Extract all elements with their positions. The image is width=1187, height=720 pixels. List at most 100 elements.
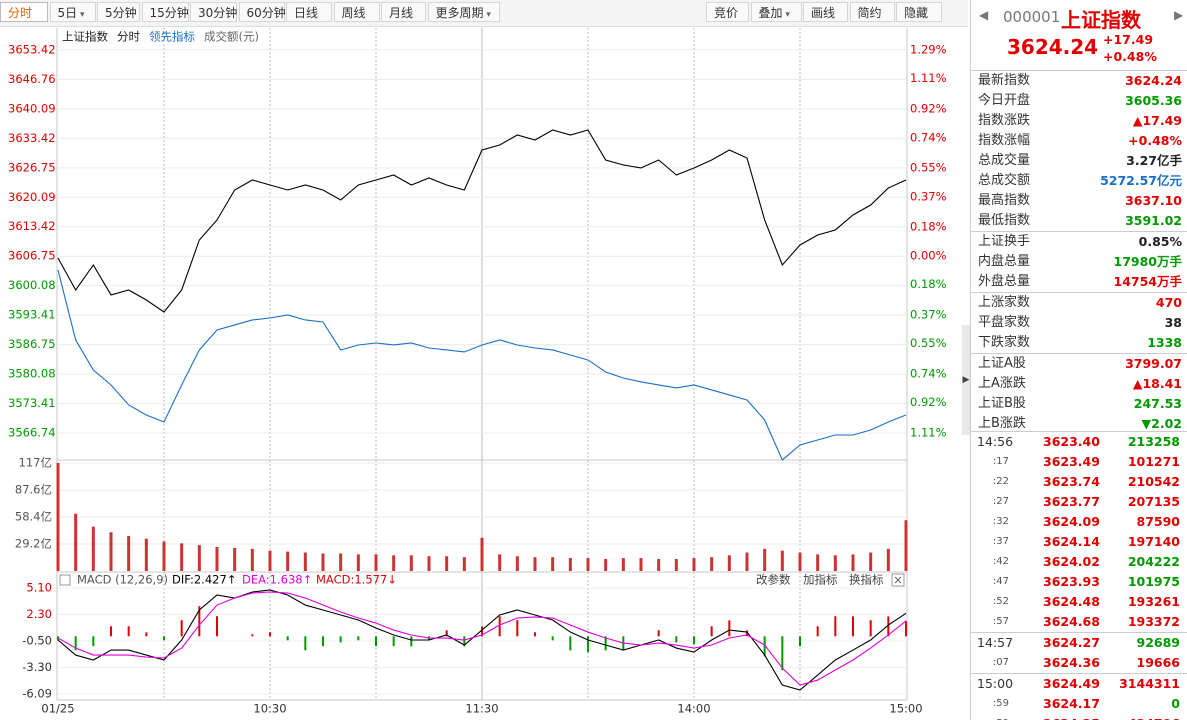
- volume-bar: [763, 548, 767, 571]
- prev-arrow[interactable]: ◀: [979, 8, 989, 22]
- macd-action[interactable]: 加指标: [803, 573, 838, 587]
- trade-row: :22 3623.74 210542: [971, 472, 1187, 492]
- pct-tick-label: 0.00%: [910, 248, 947, 262]
- toolbar-button[interactable]: 画线: [803, 2, 848, 22]
- next-arrow[interactable]: ▶: [1174, 8, 1184, 22]
- volume-bar: [374, 554, 378, 571]
- macd-tick-label: -6.09: [22, 687, 52, 701]
- price-tick-label: 3620.09: [8, 190, 56, 204]
- collapse-handle[interactable]: ▶: [962, 325, 970, 435]
- volume-bar: [356, 554, 360, 571]
- volume-bar: [480, 537, 484, 571]
- trade-price: 3624.17: [1043, 696, 1100, 711]
- toolbar-button[interactable]: 简约: [849, 2, 895, 22]
- separator: [971, 231, 1187, 232]
- pct-tick-label: 0.55%: [910, 161, 947, 175]
- volume-bar: [109, 532, 113, 571]
- stat-value: 3591.02: [1125, 213, 1182, 228]
- stat-value: 5272.57亿元: [1100, 173, 1182, 188]
- toolbar-button[interactable]: 月线: [381, 2, 426, 22]
- separator: [971, 353, 1187, 354]
- volume-bar: [692, 558, 696, 571]
- macd-tick-label: 5.10: [26, 581, 52, 595]
- stat-value: 0.85%: [1138, 234, 1182, 249]
- toolbar-button[interactable]: 分时: [0, 2, 48, 22]
- trade-time: 14:57: [977, 635, 1014, 650]
- volume-bar: [409, 555, 413, 571]
- stat-value: 3799.07: [1125, 356, 1182, 371]
- toolbar-button[interactable]: 竞价: [706, 2, 749, 22]
- toolbar-button[interactable]: 5日: [49, 2, 96, 22]
- volume-bar: [321, 553, 325, 571]
- stat-label: 上证A股: [978, 356, 1026, 371]
- stat-value: 3624.24: [1125, 73, 1182, 88]
- stat-row: 上证换手 0.85%: [971, 232, 1187, 252]
- volume-tick-label: 87.6亿: [15, 483, 52, 497]
- volume-tick-label: 29.2亿: [15, 537, 52, 551]
- price-tick-label: 3593.41: [8, 308, 56, 322]
- volume-bar: [268, 550, 272, 571]
- volume-bar: [551, 557, 555, 571]
- stat-row: 上涨家数 470: [971, 293, 1187, 313]
- stat-value: ▲17.49: [1132, 113, 1182, 128]
- pct-tick-label: 1.11%: [910, 426, 947, 440]
- stat-label: 上涨家数: [978, 295, 1031, 310]
- dea-label: DEA:1.638↑: [242, 573, 312, 587]
- toolbar-button[interactable]: 日线: [286, 2, 332, 22]
- legend-item: 成交额(元): [204, 30, 259, 44]
- toolbar-button[interactable]: 隐藏: [896, 2, 942, 22]
- stat-label: 今日开盘: [978, 93, 1031, 108]
- stat-value: ▼2.02: [1141, 416, 1182, 431]
- price-line: [57, 129, 907, 313]
- macd-action[interactable]: 换指标: [849, 573, 884, 587]
- stat-label: 外盘总量: [978, 274, 1031, 289]
- toolbar-button[interactable]: 周线: [333, 2, 380, 22]
- trade-price: 3624.14: [1043, 534, 1100, 549]
- pct-tick-label: 0.18%: [910, 220, 947, 234]
- stat-label: 内盘总量: [978, 254, 1031, 269]
- trade-volume: 0: [1171, 696, 1180, 711]
- toolbar-button[interactable]: 15分钟: [141, 2, 189, 22]
- toolbar-button[interactable]: 5分钟: [97, 2, 140, 22]
- time-label: 01/25: [41, 702, 74, 716]
- pct-tick-label: 1.29%: [910, 43, 947, 57]
- volume-bar: [869, 552, 873, 571]
- volume-bar: [144, 538, 148, 571]
- toolbar-button[interactable]: 60分钟: [238, 2, 286, 22]
- price-tick-label: 3653.42: [8, 43, 56, 57]
- macd-action[interactable]: 改参数: [756, 573, 791, 587]
- trade-time: 14:56: [977, 434, 1014, 449]
- stat-value: 247.53: [1133, 396, 1182, 411]
- volume-tick-label: 117亿: [19, 456, 52, 470]
- volume-bar: [286, 551, 290, 571]
- volume-bar: [568, 558, 572, 571]
- pct-tick-label: 0.74%: [910, 366, 947, 380]
- toolbar-button[interactable]: 30分钟: [190, 2, 237, 22]
- trade-price: 3623.49: [1043, 454, 1100, 469]
- toolbar-button[interactable]: 叠加: [750, 2, 802, 22]
- stat-label: 上B涨跌: [978, 416, 1026, 431]
- volume-bar: [710, 557, 714, 571]
- trade-row: :17 3623.49 101271: [971, 452, 1187, 472]
- toolbar: 分时5日5分钟15分钟30分钟60分钟日线周线月线更多周期 竞价叠加画线简约隐藏: [0, 0, 968, 27]
- trade-volume: 204222: [1127, 554, 1180, 569]
- trade-price: 3623.93: [1043, 574, 1100, 589]
- trade-time: :59: [992, 698, 1009, 709]
- toolbar-button[interactable]: 更多周期: [427, 2, 500, 22]
- stat-row: 上A涨跌 ▲18.41: [971, 374, 1187, 394]
- trade-row: :37 3624.14 197140: [971, 532, 1187, 552]
- trade-time: :37: [992, 536, 1009, 547]
- trade-row: :59 3624.17 0: [971, 694, 1187, 714]
- stat-label: 上A涨跌: [978, 376, 1026, 391]
- trade-price: 3623.40: [1043, 434, 1100, 449]
- volume-bar: [180, 543, 184, 571]
- stat-value: +0.48%: [1128, 133, 1182, 148]
- volume-bar: [851, 554, 855, 571]
- stat-label: 最低指数: [978, 213, 1031, 228]
- price-tick-label: 3626.75: [8, 160, 56, 174]
- stat-value: 38: [1164, 315, 1182, 330]
- trade-row: 15:00 3624.49 3144311: [971, 674, 1187, 694]
- trade-time: :42: [992, 556, 1009, 567]
- separator: [971, 292, 1187, 293]
